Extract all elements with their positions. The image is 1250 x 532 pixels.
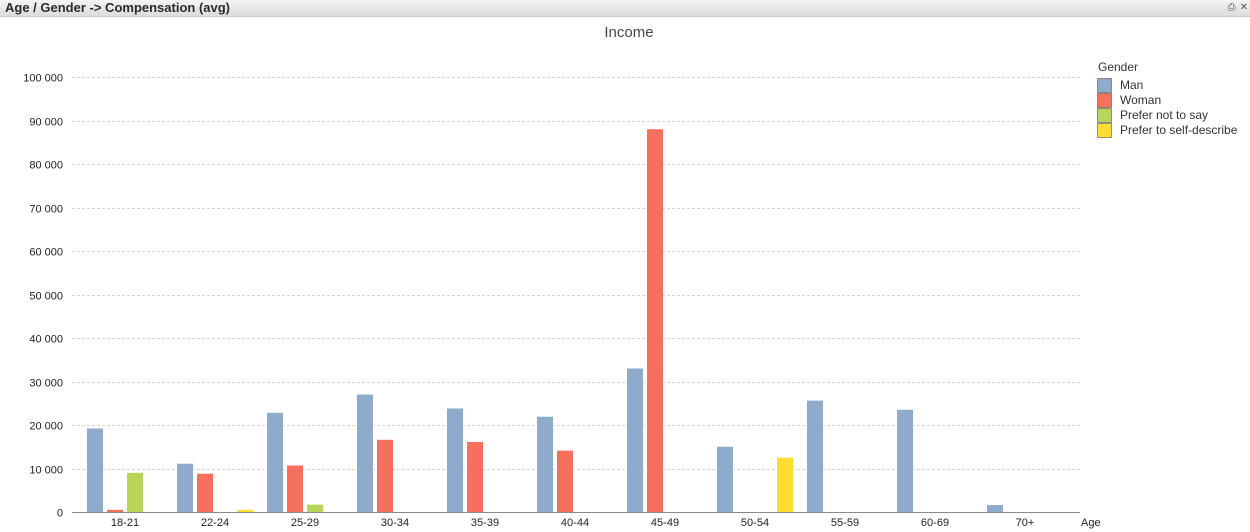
y-tick-label: 100 000 bbox=[23, 73, 63, 85]
bar-prefer-to-self-describe-22-24[interactable] bbox=[237, 509, 253, 512]
x-tick-label: 60-69 bbox=[921, 517, 949, 529]
x-tick-label: 25-29 bbox=[291, 517, 319, 529]
bar-man-45-49[interactable] bbox=[627, 368, 643, 512]
bar-woman-22-24[interactable] bbox=[197, 473, 213, 512]
titlebar-icons: ⎙ ✕ bbox=[1224, 0, 1248, 15]
x-tick-label: 35-39 bbox=[471, 517, 499, 529]
bar-man-50-54[interactable] bbox=[717, 446, 733, 512]
bar-man-22-24[interactable] bbox=[177, 463, 193, 512]
x-tick-label: 70+ bbox=[1016, 517, 1035, 529]
y-tick-label: 0 bbox=[57, 508, 63, 520]
print-icon[interactable]: ⎙ bbox=[1227, 2, 1236, 13]
y-tick-label: 30 000 bbox=[29, 378, 63, 390]
bar-woman-35-39[interactable] bbox=[467, 441, 483, 512]
legend-label: Prefer to self-describe bbox=[1120, 123, 1238, 137]
x-axis-label: Age bbox=[1081, 517, 1101, 529]
bar-woman-30-34[interactable] bbox=[377, 439, 393, 512]
bar-prefer-not-to-say-25-29[interactable] bbox=[307, 504, 323, 512]
x-axis: 18-21 22-24 25-29 30-34 35-39 40-44 45-49 50-54… bbox=[72, 512, 1080, 529]
bar-man-55-59[interactable] bbox=[807, 400, 823, 512]
bar-woman-25-29[interactable] bbox=[287, 465, 303, 512]
y-tick-label: 90 000 bbox=[29, 117, 63, 129]
y-tick-label: 20 000 bbox=[29, 421, 63, 433]
window-titlebar: Age / Gender -> Compensation (avg) ⎙ ✕ bbox=[0, 0, 1250, 17]
chart-grid bbox=[72, 77, 1080, 470]
close-icon[interactable]: ✕ bbox=[1239, 2, 1248, 13]
y-tick-label: 10 000 bbox=[29, 465, 63, 477]
bar-man-30-34[interactable] bbox=[357, 394, 373, 512]
x-tick-label: 18-21 bbox=[111, 517, 139, 529]
x-tick-label: 45-49 bbox=[651, 517, 679, 529]
bar-prefer-to-self-describe-50-54[interactable] bbox=[777, 457, 793, 512]
bar-prefer-not-to-say-18-21[interactable] bbox=[127, 472, 143, 512]
bar-woman-45-49[interactable] bbox=[647, 129, 663, 512]
x-tick-label: 55-59 bbox=[831, 517, 859, 529]
legend-swatch bbox=[1097, 93, 1112, 108]
y-tick-label: 40 000 bbox=[29, 334, 63, 346]
legend-label: Woman bbox=[1120, 93, 1161, 107]
window-title: Age / Gender -> Compensation (avg) bbox=[5, 0, 231, 15]
legend-swatch bbox=[1097, 108, 1112, 123]
chart-title: Income bbox=[604, 24, 653, 41]
y-tick-label: 60 000 bbox=[29, 247, 63, 259]
x-tick-label: 30-34 bbox=[381, 517, 409, 529]
y-tick-label: 50 000 bbox=[29, 291, 63, 303]
legend-label: Man bbox=[1120, 78, 1143, 92]
bar-man-35-39[interactable] bbox=[447, 408, 463, 512]
y-tick-label: 80 000 bbox=[29, 160, 63, 172]
bar-woman-40-44[interactable] bbox=[557, 450, 573, 512]
legend-title: Gender bbox=[1098, 60, 1138, 74]
x-tick-label: 50-54 bbox=[741, 517, 769, 529]
y-axis: 0 10 000 20 000 30 000 40 000 50 000 60 000 70 … bbox=[23, 73, 63, 520]
legend-swatch bbox=[1097, 123, 1112, 138]
chart-bars bbox=[87, 129, 1003, 512]
x-tick-label: 40-44 bbox=[561, 517, 589, 529]
bar-man-18-21[interactable] bbox=[87, 428, 103, 512]
bar-man-40-44[interactable] bbox=[537, 416, 553, 512]
bar-woman-18-21[interactable] bbox=[107, 509, 123, 512]
legend-swatch bbox=[1097, 78, 1112, 93]
bar-man-25-29[interactable] bbox=[267, 412, 283, 512]
x-tick-label: 22-24 bbox=[201, 517, 229, 529]
bar-man-70+[interactable] bbox=[987, 505, 1003, 512]
bar-man-60-69[interactable] bbox=[897, 409, 913, 512]
legend-label: Prefer not to say bbox=[1120, 108, 1208, 122]
y-tick-label: 70 000 bbox=[29, 204, 63, 216]
